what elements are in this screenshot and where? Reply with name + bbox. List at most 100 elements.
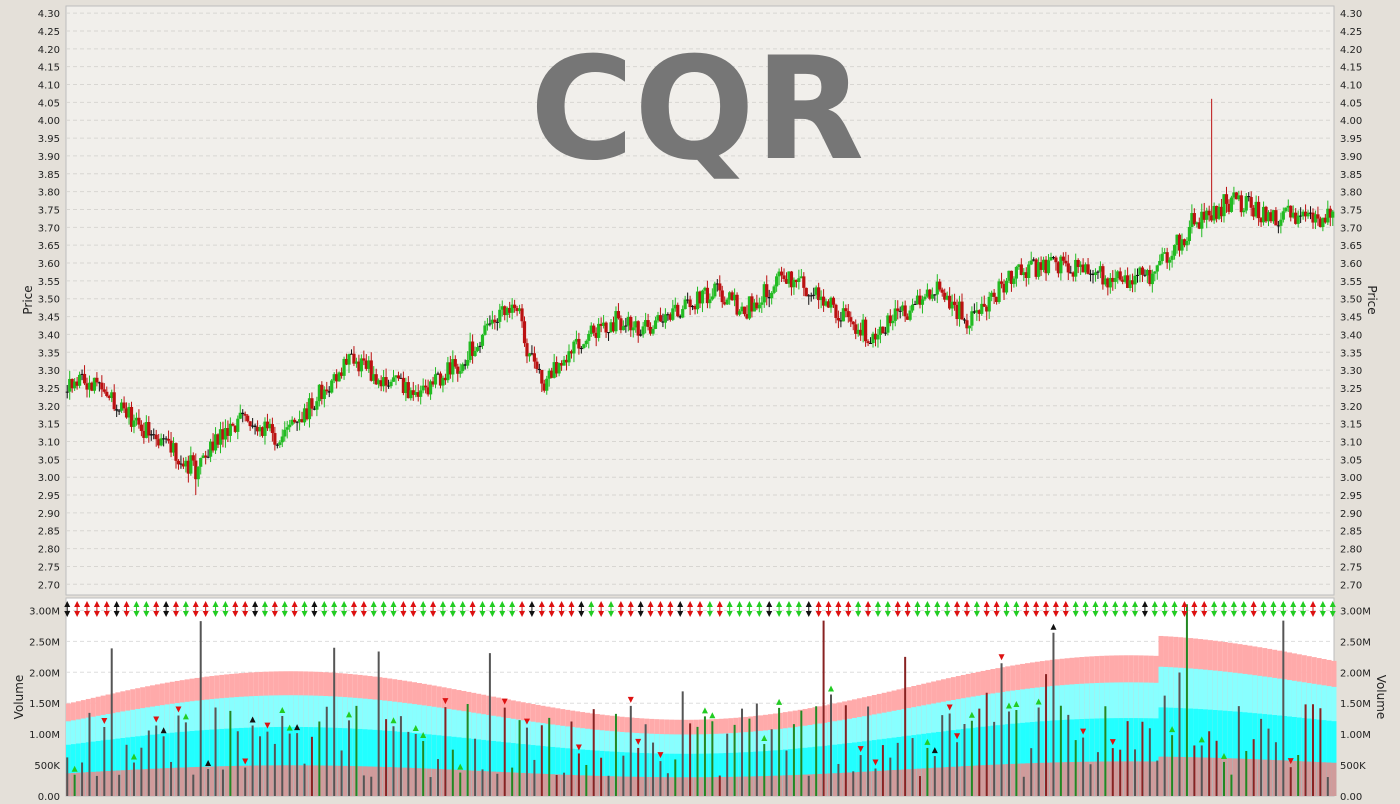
volume-band-base <box>387 767 393 796</box>
volume-band-core <box>1025 722 1030 796</box>
price-bar-body <box>181 463 186 467</box>
price-bar-body <box>1237 195 1241 200</box>
volume-band-base <box>965 765 971 796</box>
price-bar-body <box>1086 264 1090 274</box>
price-bar-body <box>666 314 670 316</box>
volume-band-base <box>960 766 966 796</box>
price-tick-label-right: 3.65 <box>1340 241 1362 252</box>
volume-band-core <box>669 753 675 796</box>
volume-band-base <box>936 767 941 796</box>
volume-band-base <box>738 776 744 796</box>
price-bar-body <box>720 290 724 303</box>
price-bar-body <box>718 283 722 291</box>
price-bar-body <box>372 374 376 381</box>
volume-band-base <box>955 766 961 796</box>
price-bar-body <box>915 295 920 304</box>
price-bar-body <box>809 295 813 297</box>
price-bar-body <box>307 398 312 420</box>
price-bar-body <box>480 334 485 346</box>
price-bar-body <box>297 419 302 422</box>
price-bar-body <box>886 315 890 333</box>
volume-band-core <box>135 736 141 796</box>
price-bar-body <box>1249 197 1253 208</box>
volume-band-core <box>110 739 116 796</box>
price-bar-body <box>579 348 583 350</box>
price-bar-body <box>1135 274 1140 276</box>
volume-band-base <box>501 772 506 796</box>
volume-band-core <box>955 729 961 796</box>
volume-band-base <box>861 771 867 796</box>
volume-band-base <box>154 768 160 796</box>
price-bar-body <box>278 442 282 445</box>
price-bar-body <box>1202 211 1206 220</box>
price-bar-body <box>540 369 544 384</box>
volume-band-core <box>481 739 487 796</box>
price-tick-label-left: 3.00 <box>38 473 60 484</box>
price-bar-body <box>676 304 680 317</box>
volume-band-core <box>812 746 818 796</box>
volume-marker <box>776 698 783 705</box>
price-tick-label-left: 4.15 <box>38 63 60 74</box>
price-bar-body <box>891 320 895 324</box>
volume-band-core <box>891 737 897 796</box>
volume-band-core <box>950 730 956 796</box>
price-bar-body <box>883 332 887 334</box>
volume-band-core <box>896 736 902 796</box>
volume-band-core <box>678 753 684 796</box>
volume-band-base <box>75 772 81 796</box>
volume-band-base <box>590 775 595 796</box>
volume-band-core <box>1242 712 1248 796</box>
volume-tick-label-right: 0.00 <box>1340 792 1362 800</box>
price-bar-body <box>208 441 213 457</box>
price-bar-body <box>901 305 905 311</box>
price-bar-body <box>703 287 707 291</box>
volume-band-core <box>525 744 531 796</box>
price-bar-body <box>426 387 430 395</box>
volume-band-base <box>392 767 398 796</box>
price-bar-body <box>888 315 892 324</box>
volume-band-core <box>708 753 714 796</box>
volume-marker <box>709 712 716 719</box>
volume-band-base <box>674 777 679 796</box>
price-bar-body <box>730 292 734 301</box>
price-bar-body <box>357 361 361 372</box>
volume-tick-label-right: 500K <box>1340 761 1366 772</box>
volume-band-core <box>421 733 427 796</box>
price-bar-body <box>102 389 106 392</box>
price-bar-body <box>1217 206 1221 219</box>
price-bar-body <box>87 382 92 390</box>
volume-tick-label-left: 1.00M <box>29 730 60 741</box>
price-tick-label-left: 3.85 <box>38 170 60 181</box>
price-bar-body <box>1244 196 1248 211</box>
price-bar-body <box>859 329 863 336</box>
volume-band-core <box>219 728 225 796</box>
price-bar-body <box>597 323 601 338</box>
volume-band-core <box>466 738 472 796</box>
price-bar-body <box>1170 255 1174 260</box>
price-bar-body <box>555 362 559 374</box>
price-bar-body <box>866 341 870 344</box>
volume-marker <box>205 760 212 767</box>
volume-band-base <box>594 775 600 796</box>
volume-band-core <box>184 731 190 796</box>
volume-band-core <box>377 730 383 796</box>
price-bar-body <box>124 408 129 418</box>
price-bar-body <box>1266 212 1271 222</box>
price-bar-body <box>466 359 470 366</box>
price-bar-body <box>152 434 156 436</box>
volume-band-core <box>154 734 160 796</box>
price-bar-body <box>992 292 996 297</box>
price-bar-body <box>952 301 957 305</box>
price-bar-body <box>176 460 181 465</box>
volume-band-base <box>1059 762 1065 796</box>
volume-marker <box>857 746 864 753</box>
volume-band-base <box>372 766 378 796</box>
price-bar-body <box>990 292 994 297</box>
price-bar-body <box>142 430 146 438</box>
price-bar-body <box>690 305 695 308</box>
price-bar-body <box>1007 270 1011 281</box>
volume-band-base <box>1227 758 1233 796</box>
volume-band-core <box>209 729 215 796</box>
price-bar-body <box>236 418 240 432</box>
price-bar-body <box>841 308 845 322</box>
